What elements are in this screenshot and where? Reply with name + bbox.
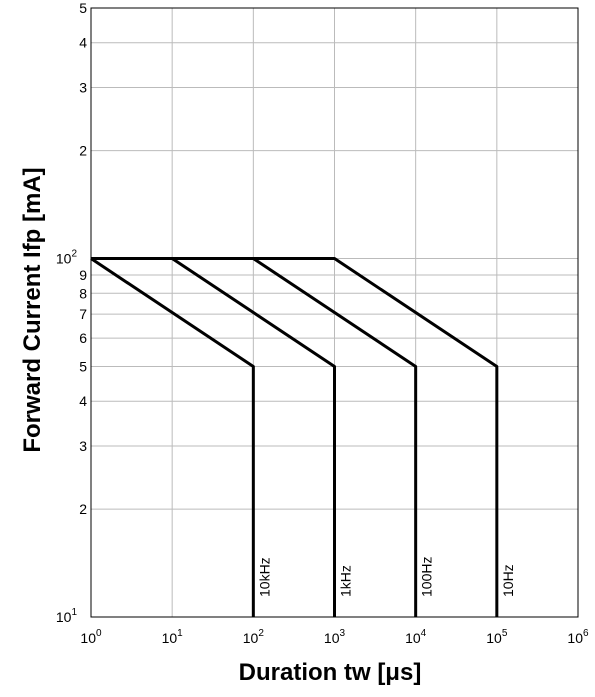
tick-base: 6 [79, 330, 87, 346]
y-tick-label: 3 [79, 438, 87, 454]
x-tick-label: 104 [405, 628, 427, 646]
y-tick-label: 5 [79, 358, 87, 374]
tick-exponent: 0 [96, 628, 102, 639]
tick-base: 3 [79, 80, 87, 96]
y-tick-label: 5 [79, 0, 87, 16]
y-tick-label: 7 [79, 306, 87, 322]
y-tick-label: 4 [79, 35, 87, 51]
tick-base: 5 [79, 0, 87, 16]
tick-exponent: 4 [421, 628, 427, 639]
tick-exponent: 2 [71, 249, 77, 260]
tick-base: 10 [80, 630, 96, 646]
tick-base: 3 [79, 438, 87, 454]
y-tick-label: 8 [79, 285, 87, 301]
tick-exponent: 1 [177, 628, 183, 639]
y-tick-label: 9 [79, 267, 87, 283]
tick-base: 8 [79, 285, 87, 301]
x-tick-label: 105 [486, 628, 508, 646]
y-tick-label: 101 [56, 607, 78, 625]
series-line [91, 257, 336, 617]
tick-exponent: 6 [583, 628, 589, 639]
series-label: 10kHz [256, 557, 272, 597]
x-tick-label: 106 [567, 628, 589, 646]
tick-base: 4 [79, 393, 87, 409]
tick-base: 2 [79, 143, 87, 159]
tick-exponent: 2 [258, 628, 264, 639]
tick-exponent: 3 [340, 628, 346, 639]
series-label: 1kHz [338, 565, 354, 597]
series-label: 10Hz [500, 564, 516, 597]
series-line [91, 257, 499, 617]
y-tick-label: 102 [56, 249, 78, 267]
tick-base: 10 [567, 630, 583, 646]
tick-exponent: 5 [502, 628, 508, 639]
tick-base: 10 [405, 630, 421, 646]
tick-base: 2 [79, 501, 87, 517]
tick-base: 9 [79, 267, 87, 283]
tick-base: 10 [56, 251, 72, 267]
y-tick-label: 2 [79, 143, 87, 159]
tick-base: 10 [324, 630, 340, 646]
tick-base: 7 [79, 306, 87, 322]
tick-base: 5 [79, 358, 87, 374]
series-label: 100Hz [419, 557, 435, 597]
tick-base: 10 [162, 630, 178, 646]
x-tick-label: 102 [243, 628, 265, 646]
y-axis-title: Forward Current Ifp [mA] [19, 167, 46, 452]
x-axis-title: Duration tw [μs] [239, 659, 422, 686]
tick-base: 10 [243, 630, 259, 646]
x-tick-label: 101 [162, 628, 184, 646]
series-line [90, 257, 255, 617]
y-tick-label: 6 [79, 330, 87, 346]
tick-base: 10 [486, 630, 502, 646]
y-tick-label: 4 [79, 393, 87, 409]
tick-exponent: 1 [71, 607, 77, 618]
tick-base: 4 [79, 35, 87, 51]
y-tick-label: 3 [79, 80, 87, 96]
y-tick-label: 2 [79, 501, 87, 517]
x-tick-label: 100 [80, 628, 102, 646]
tick-base: 10 [56, 609, 72, 625]
x-tick-label: 103 [324, 628, 346, 646]
